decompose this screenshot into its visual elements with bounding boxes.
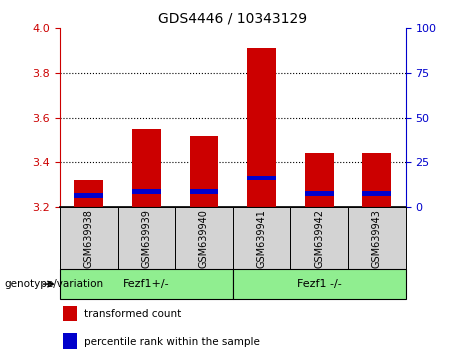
Bar bbox=[64, 333, 77, 348]
Bar bbox=[362, 154, 391, 207]
Bar bbox=[74, 180, 103, 207]
Text: percentile rank within the sample: percentile rank within the sample bbox=[84, 337, 260, 347]
Bar bbox=[233, 207, 290, 269]
Bar bbox=[233, 269, 406, 299]
Text: transformed count: transformed count bbox=[84, 309, 181, 320]
Text: Fezf1 -/-: Fezf1 -/- bbox=[297, 279, 342, 289]
Text: Fezf1+/-: Fezf1+/- bbox=[123, 279, 170, 289]
Bar bbox=[132, 189, 161, 194]
Bar bbox=[247, 176, 276, 181]
Text: GSM639938: GSM639938 bbox=[84, 209, 94, 268]
Bar bbox=[247, 48, 276, 207]
Title: GDS4446 / 10343129: GDS4446 / 10343129 bbox=[158, 12, 307, 26]
Text: GSM639940: GSM639940 bbox=[199, 209, 209, 268]
Bar bbox=[290, 207, 348, 269]
Text: GSM639943: GSM639943 bbox=[372, 209, 382, 268]
Bar bbox=[305, 191, 334, 196]
Bar bbox=[74, 193, 103, 198]
Bar bbox=[60, 207, 118, 269]
Bar bbox=[132, 129, 161, 207]
Text: GSM639941: GSM639941 bbox=[257, 209, 266, 268]
Bar bbox=[305, 154, 334, 207]
Bar bbox=[175, 207, 233, 269]
Bar bbox=[60, 269, 233, 299]
Bar bbox=[118, 207, 175, 269]
Bar bbox=[362, 191, 391, 196]
Bar bbox=[189, 189, 219, 194]
Bar bbox=[189, 136, 219, 207]
Bar bbox=[64, 306, 77, 321]
Text: GSM639942: GSM639942 bbox=[314, 209, 324, 268]
Text: GSM639939: GSM639939 bbox=[142, 209, 151, 268]
Text: genotype/variation: genotype/variation bbox=[5, 279, 104, 289]
Bar bbox=[348, 207, 406, 269]
